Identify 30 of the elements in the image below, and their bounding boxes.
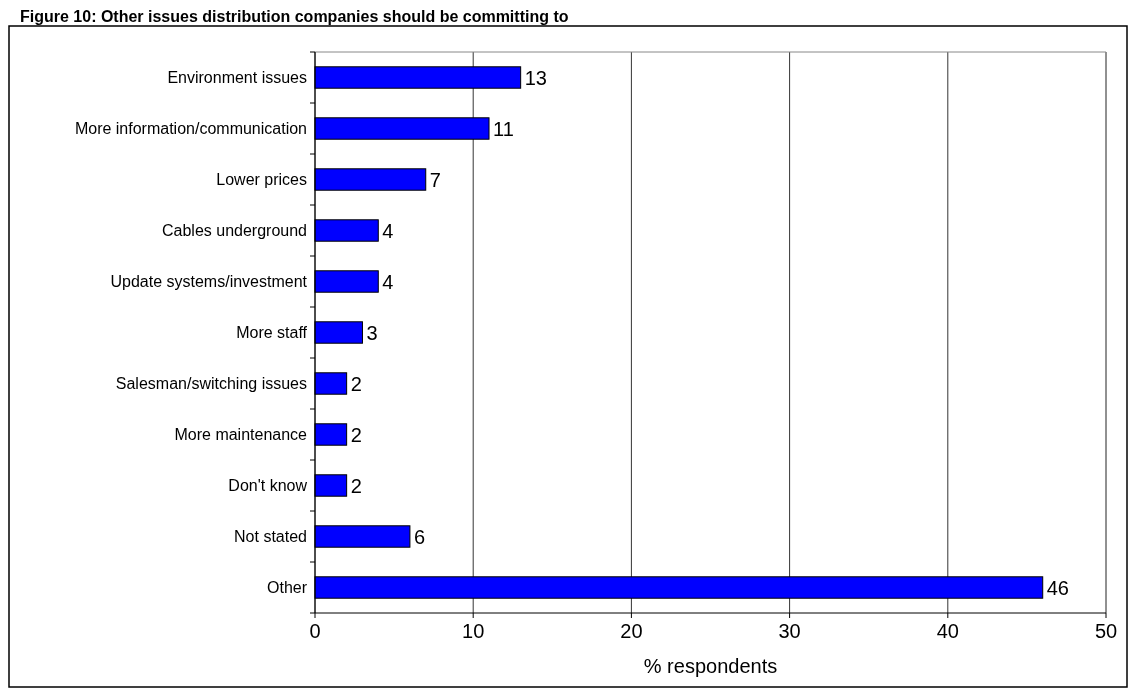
x-tick-label: 10 xyxy=(462,620,485,642)
data-label: 4 xyxy=(382,270,394,293)
y-tick-label: Lower prices xyxy=(216,171,307,189)
x-axis-title: % respondents xyxy=(643,655,778,677)
data-label: 2 xyxy=(350,423,362,446)
y-tick-label: More information/communication xyxy=(74,120,307,138)
chart-title: Figure 10: Other issues distribution companies should be committing to xyxy=(20,8,569,25)
x-tick-label: 50 xyxy=(1094,620,1118,642)
data-label: 4 xyxy=(382,219,394,242)
x-tick-label: 40 xyxy=(936,620,959,642)
y-tick-label: Not stated xyxy=(234,528,307,546)
y-tick-label: More staff xyxy=(236,324,308,342)
data-label: 6 xyxy=(413,525,426,548)
y-tick-label: Update systems/investment xyxy=(110,273,308,291)
y-tick-label: Salesman/switching issues xyxy=(115,375,307,393)
y-tick-label: Cables underground xyxy=(162,222,307,240)
x-tick-label: 0 xyxy=(309,620,321,642)
data-label: 13 xyxy=(524,66,547,89)
data-label: 11 xyxy=(493,117,514,140)
y-tick-label: Environment issues xyxy=(167,69,307,87)
y-tick-label: Don't know xyxy=(228,477,308,495)
y-tick-label: More maintenance xyxy=(174,426,308,444)
x-tick-label: 20 xyxy=(620,620,643,642)
data-label: 2 xyxy=(350,372,362,395)
data-label: 46 xyxy=(1046,576,1069,599)
x-tick-label: 30 xyxy=(778,620,801,642)
data-label: 7 xyxy=(429,168,441,191)
data-label: 2 xyxy=(350,474,362,497)
data-label: 3 xyxy=(366,321,378,344)
y-tick-label: Other xyxy=(266,579,308,597)
